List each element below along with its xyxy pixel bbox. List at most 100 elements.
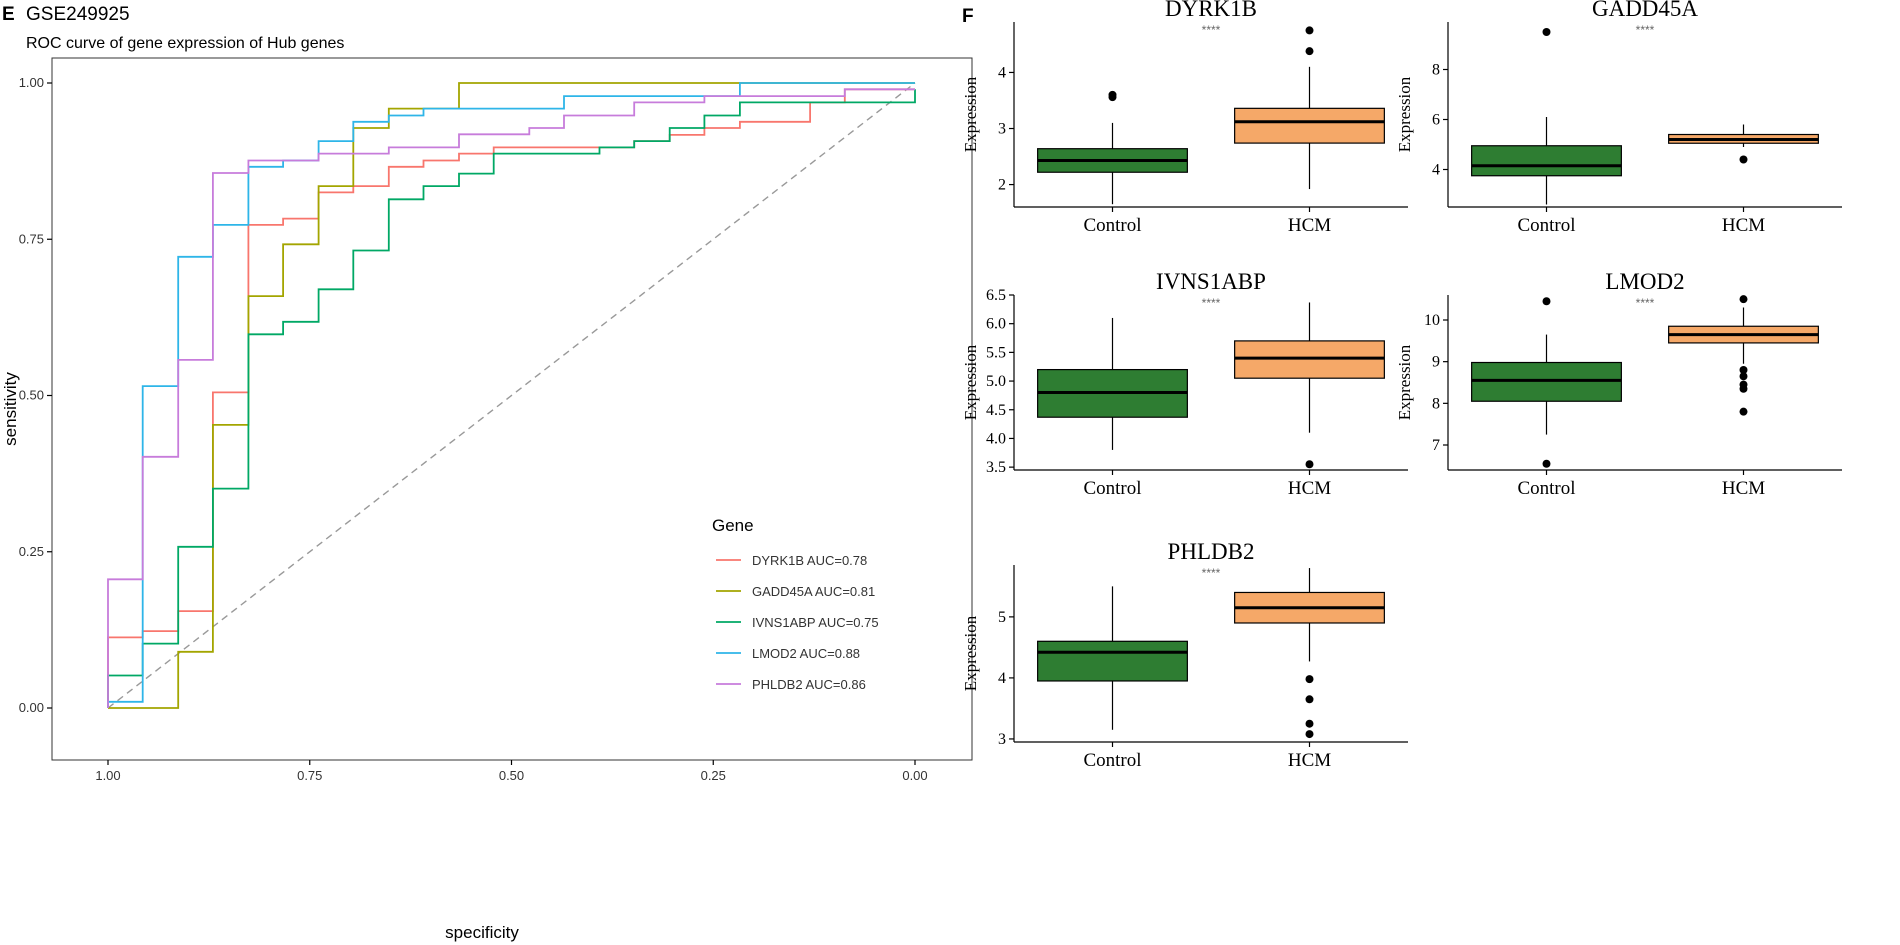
roc-curve-gadd45a [108,82,915,709]
boxplot-x-tick-label: HCM [1288,215,1331,236]
roc-x-tick-label: 1.00 [95,768,120,783]
boxplot-y-tick-label: 6.5 [986,287,1006,304]
outlier-point-hcm [1305,675,1314,684]
boxplot-y-axis-label: Expression [1395,76,1414,152]
outlier-point-control [1108,90,1117,99]
outlier-point-control [1542,459,1551,468]
outlier-point-control [1542,297,1551,306]
box-control [1471,145,1622,177]
panel-letter-f: F [962,6,974,27]
outlier-point-hcm [1739,407,1748,416]
boxplot-gadd45a: GADD45A **** 4 6 8 Expression Control HCM [1395,0,1842,236]
roc-subtitle: ROC curve of gene expression of Hub gene… [26,35,344,52]
outlier-point-hcm [1305,730,1314,739]
significance-label-ivns1abp: **** [1202,296,1221,310]
roc-legend-label-phldb2: PHLDB2 AUC=0.86 [752,677,866,692]
roc-dataset-title: GSE249925 [26,4,130,25]
boxplot-y-axis-label: Expression [1395,344,1414,420]
boxplot-y-tick-label: 6 [1432,112,1440,129]
roc-x-tick-label: 0.75 [297,768,322,783]
boxplot-y-tick-label: 8 [1432,62,1440,79]
boxplot-x-tick-label: HCM [1722,478,1765,499]
boxplot-y-tick-label: 8 [1432,395,1440,412]
significance-label-lmod2: **** [1636,296,1655,310]
roc-y-tick-label: 1.00 [19,75,44,90]
box-hcm [1234,107,1385,144]
boxplot-y-tick-label: 7 [1432,437,1440,454]
roc-plot-frame [51,57,973,761]
significance-label-phldb2: **** [1202,566,1221,580]
boxplot-y-axis-label: Expression [961,76,980,152]
boxplot-y-tick-label: 10 [1424,312,1440,329]
boxplot-x-tick-label: HCM [1288,750,1331,771]
boxplot-title-lmod2: LMOD2 [1605,269,1684,294]
roc-y-tick-label: 0.75 [19,231,44,246]
boxplot-lmod2: LMOD2 **** 7 8 9 10 Expression Control HCM [1395,269,1842,499]
boxplot-x-tick-label: Control [1083,215,1141,236]
panel-letter-e: E [2,4,15,25]
boxplot-title-phldb2: PHLDB2 [1168,539,1255,564]
boxplot-y-tick-label: 5.5 [986,344,1006,361]
outlier-point-hcm [1739,155,1748,164]
outlier-point-hcm [1739,372,1748,381]
boxplot-y-tick-label: 5 [998,609,1006,626]
boxplot-title-dyrk1b: DYRK1B [1165,0,1257,21]
boxplot-y-tick-label: 5.0 [986,373,1006,390]
boxplot-y-tick-label: 6.0 [986,316,1006,333]
outlier-point-hcm [1739,295,1748,304]
boxplot-x-tick-label: Control [1083,478,1141,499]
boxplot-y-tick-label: 4 [1432,162,1440,179]
boxplot-dyrk1b: DYRK1B **** 2 3 4 Expression Control HCM [961,0,1408,236]
boxplot-y-tick-label: 4 [998,64,1006,81]
boxplot-x-tick-label: Control [1517,215,1575,236]
outlier-point-hcm [1739,366,1748,374]
boxplot-phldb2: PHLDB2 **** 3 4 5 Expression Control HCM [961,539,1408,771]
boxplot-x-tick-label: Control [1083,750,1141,771]
outlier-point-control [1542,28,1551,36]
roc-legend-label-lmod2: LMOD2 AUC=0.88 [752,646,860,661]
boxplot-y-tick-label: 4.0 [986,430,1006,447]
roc-y-tick-label: 0.25 [19,544,44,559]
boxplot-y-tick-label: 3 [998,121,1006,138]
outlier-point-hcm [1305,719,1314,728]
outlier-point-hcm [1305,26,1314,35]
outlier-point-hcm [1305,695,1314,704]
boxplot-y-tick-label: 3 [998,731,1006,748]
roc-x-tick-label: 0.50 [499,768,524,783]
boxplot-x-tick-label: Control [1517,478,1575,499]
boxplot-title-gadd45a: GADD45A [1592,0,1698,21]
roc-legend-label-ivns1abp: IVNS1ABP AUC=0.75 [752,615,879,630]
roc-legend-label-dyrk1b: DYRK1B AUC=0.78 [752,553,867,568]
boxplot-y-tick-label: 4.5 [986,402,1006,419]
boxplot-y-tick-label: 3.5 [986,459,1006,476]
boxplot-y-tick-label: 9 [1432,354,1440,371]
boxplot-y-tick-label: 2 [998,177,1006,194]
roc-reference-diagonal [107,82,916,709]
roc-x-tick-label: 0.25 [701,768,726,783]
box-control [1037,640,1188,682]
outlier-point-hcm [1739,384,1748,393]
roc-legend-title: Gene [712,516,754,535]
roc-y-tick-label: 0.50 [19,388,44,403]
outlier-point-hcm [1305,460,1314,469]
boxplot-y-tick-label: 4 [998,670,1006,687]
roc-y-axis-label: sensitivity [1,372,20,446]
roc-y-tick-label: 0.00 [19,700,44,715]
significance-label-dyrk1b: **** [1202,23,1221,37]
boxplot-title-ivns1abp: IVNS1ABP [1156,269,1266,294]
roc-x-tick-label: 0.00 [902,768,927,783]
roc-curve-ivns1abp [107,89,916,708]
significance-label-gadd45a: **** [1636,23,1655,37]
roc-x-axis-label: specificity [445,923,519,942]
boxplot-ivns1abp: IVNS1ABP **** 3.5 4.0 4.5 5.0 5.5 6.0 6.5 Express… [961,269,1408,499]
boxplot-y-axis-label: Expression [961,344,980,420]
boxplot-x-tick-label: HCM [1288,478,1331,499]
roc-curve-phldb2 [107,88,915,708]
outlier-point-hcm [1305,47,1314,56]
roc-legend-label-gadd45a: GADD45A AUC=0.81 [752,584,875,599]
boxplot-x-tick-label: HCM [1722,215,1765,236]
boxplot-y-axis-label: Expression [961,615,980,691]
roc-chart: 0.00 0.25 0.50 0.75 1.00 1.00 0.75 0.50 0.25 0.00… [1,57,973,942]
